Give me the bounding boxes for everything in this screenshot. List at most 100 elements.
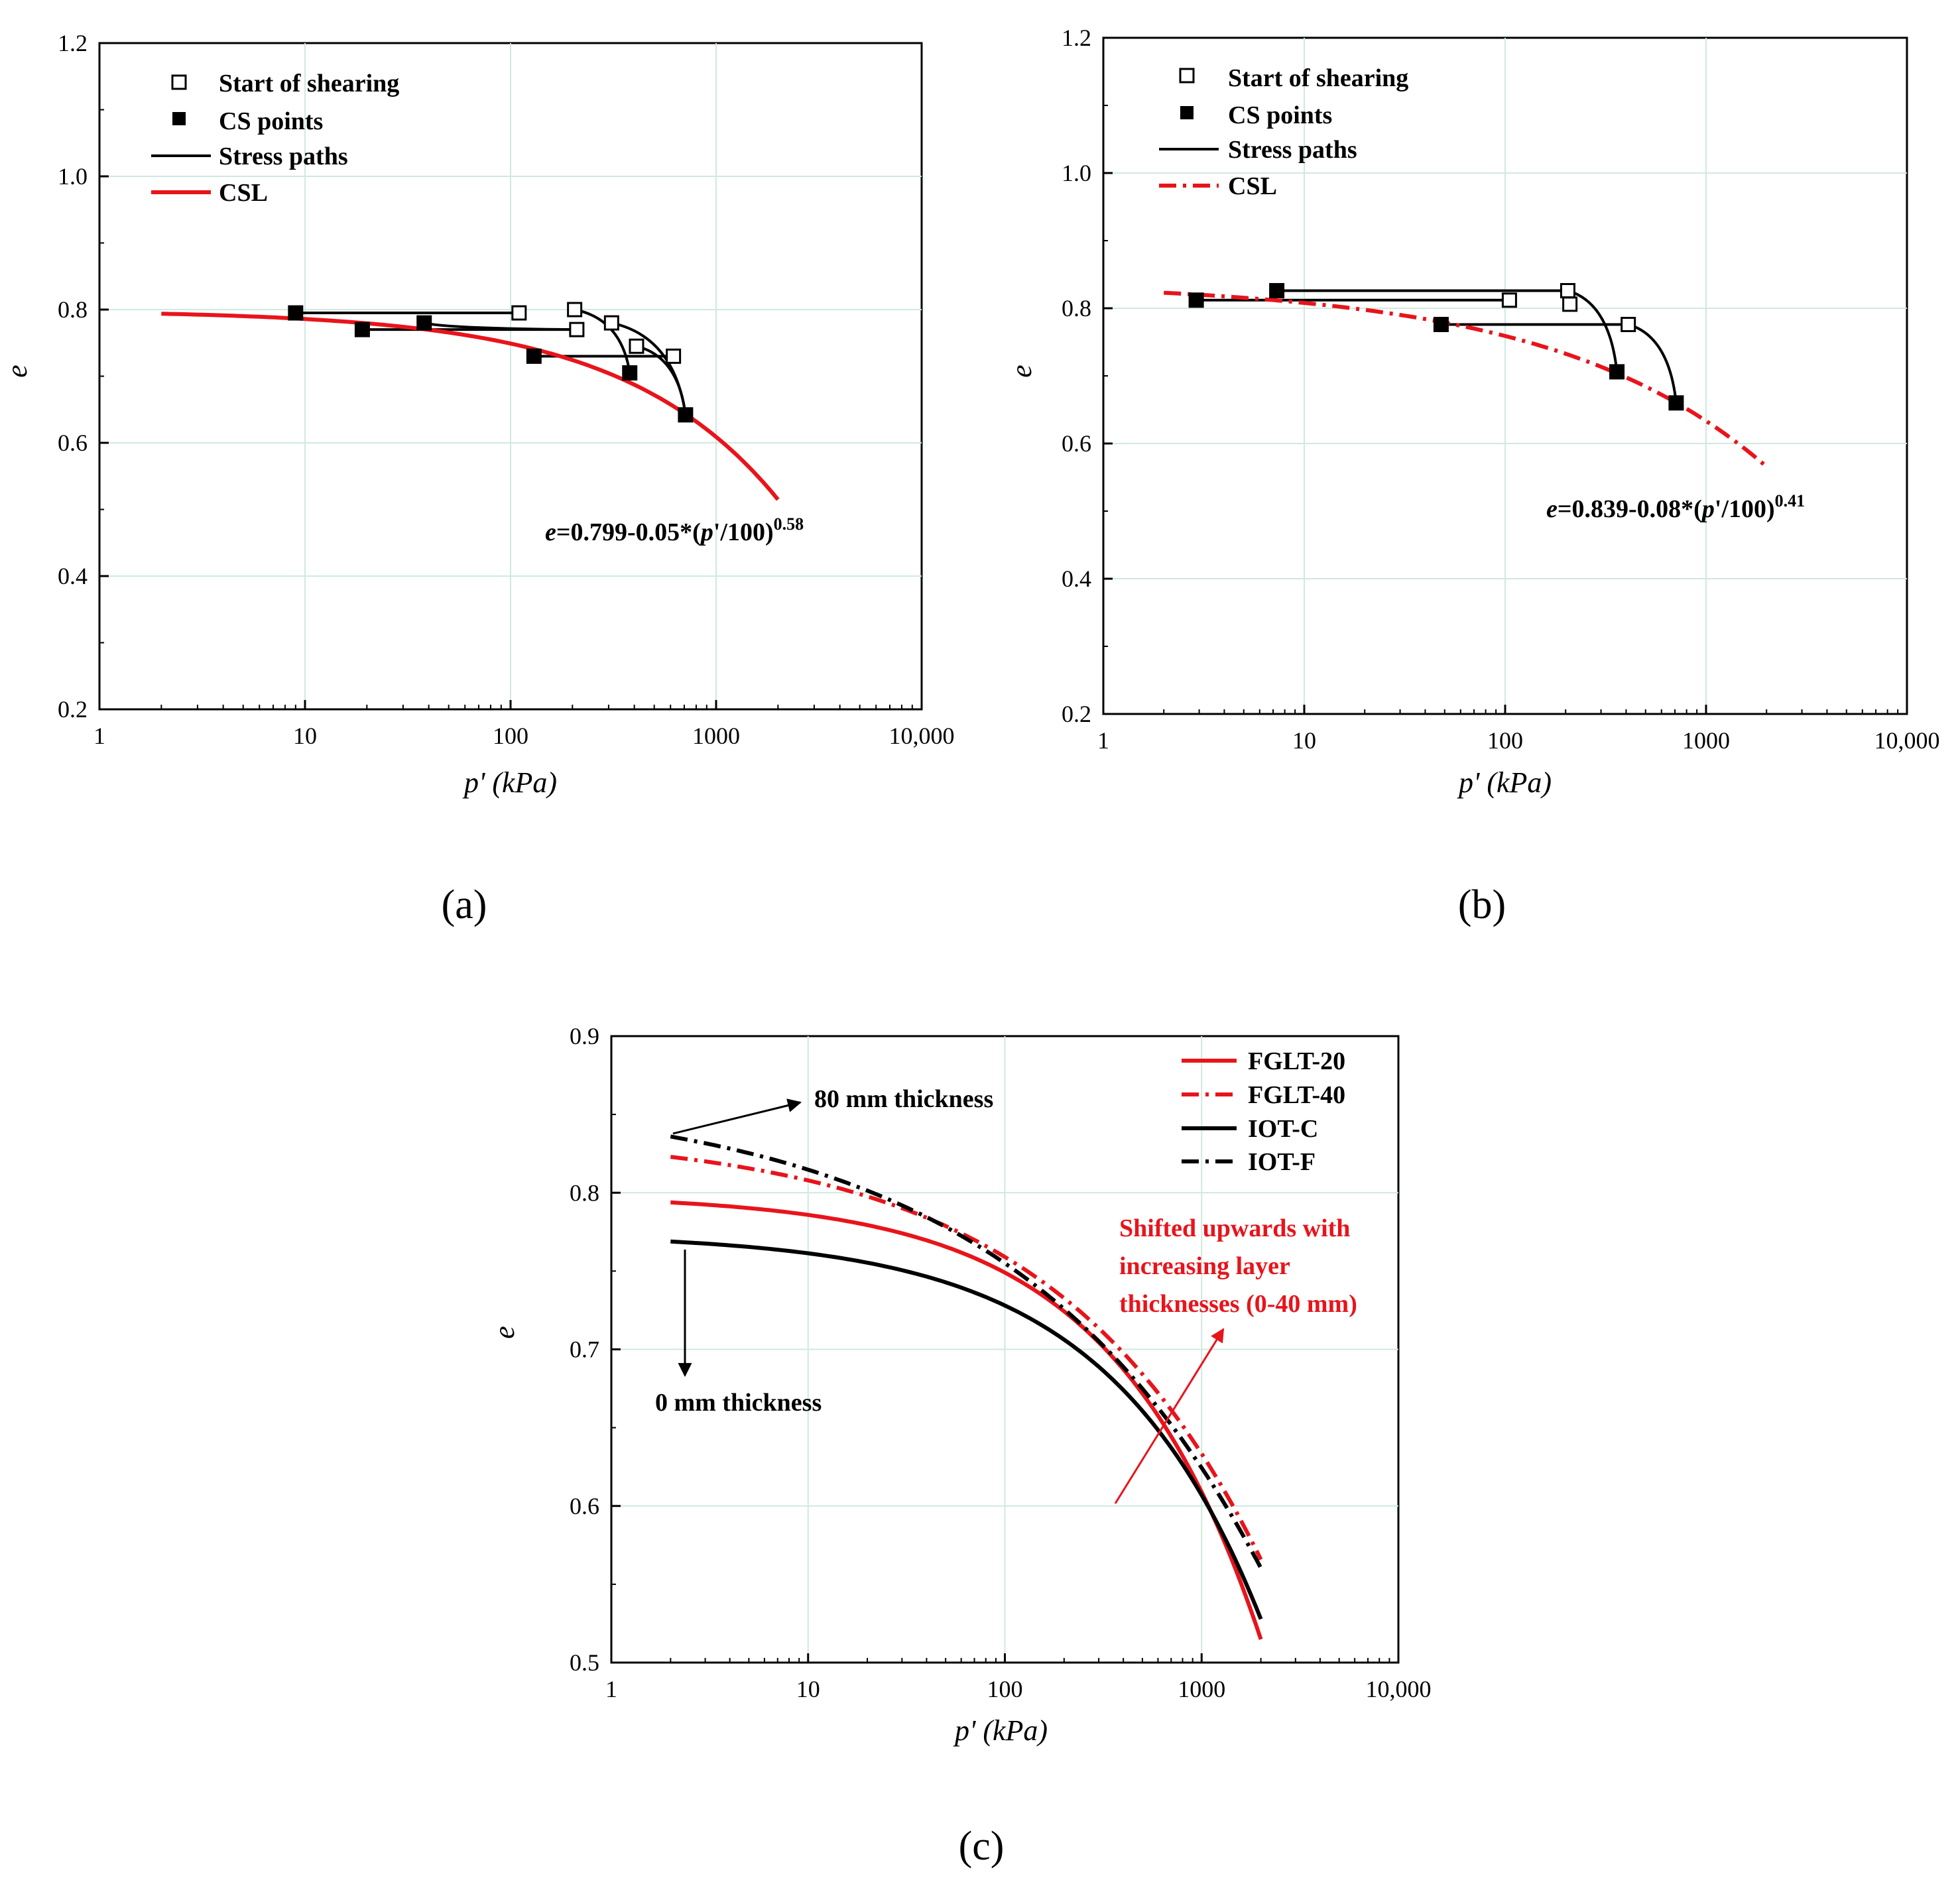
cs-point	[622, 365, 638, 381]
cs-point	[1269, 282, 1285, 298]
x-tick-label: 10	[796, 1676, 820, 1702]
series-b	[1164, 282, 1768, 469]
legend-label-iot-f: IOT-F	[1248, 1148, 1316, 1176]
legend-label-cs-points: CS points	[1228, 101, 1332, 129]
cs-point	[678, 407, 694, 423]
grid-b	[1103, 38, 1907, 714]
cs-point	[1188, 292, 1204, 308]
y-tick-label: 1.2	[58, 30, 88, 56]
x-tick-label: 1000	[1178, 1676, 1225, 1702]
start-of-shearing-point	[1621, 316, 1636, 332]
legend-label-csl: CSL	[1228, 172, 1277, 200]
legend-marker-filled-square	[172, 112, 186, 125]
annotation-80mm-thickness: 80 mm thickness	[814, 1085, 993, 1113]
y-tick-label: 0.7	[570, 1336, 599, 1363]
series-c	[670, 1134, 1263, 1640]
ticks-c: 1 10 100 1000 10,000 0.5 0.6 0.7 0.8 0.9	[570, 1023, 1432, 1702]
x-tick-label: 1000	[692, 723, 740, 749]
stress-path	[636, 345, 687, 416]
y-tick-label: 0.8	[570, 1179, 599, 1206]
x-tick-label: 10,000	[1874, 727, 1940, 754]
start-of-shearing-point	[511, 305, 527, 321]
start-of-shearing-point	[567, 302, 583, 318]
x-tick-label: 100	[493, 723, 528, 749]
csl-curve	[161, 312, 780, 501]
x-tick-label: 10	[293, 723, 317, 749]
y-tick-label: 0.9	[570, 1023, 599, 1049]
y-tick-label: 1.0	[1062, 160, 1091, 186]
stress-path	[1567, 289, 1619, 373]
y-tick-label: 0.6	[1062, 430, 1091, 457]
ticks-a: 1 10 100 1000 10,000 0.2 0.4 0.6 0.8 1.0 1.2	[58, 30, 955, 749]
panel-a: 1 10 100 1000 10,000 0.2 0.4 0.6 0.8 1.0 1.2 p' (k…	[1, 30, 955, 927]
start-of-shearing-point	[1562, 296, 1578, 312]
y-axis-label-b: e	[1005, 365, 1038, 378]
legend-b: Start of shearing CS points Stress paths…	[1159, 64, 1408, 200]
y-tick-label: 0.2	[1062, 701, 1091, 727]
cs-point	[1433, 316, 1449, 332]
cs-point	[1668, 395, 1684, 411]
panel-label-a: (a)	[442, 882, 487, 927]
y-tick-label: 0.6	[58, 430, 88, 456]
legend-label-fglt-20: FGLT-20	[1248, 1047, 1345, 1075]
x-tick-label: 1	[93, 723, 105, 749]
equation-b: e=0.839-0.08*(p'/100)0.41	[1546, 491, 1805, 523]
legend-a: Start of shearing CS points Stress paths…	[151, 70, 399, 207]
curve-iot-c	[670, 1239, 1263, 1620]
legend-label-start-of-shearing: Start of shearing	[1228, 64, 1408, 92]
panel-b: 1 10 100 1000 10,000 0.2 0.4 0.6 0.8 1.0 1.2 p' (k…	[1005, 25, 1940, 927]
panel-label-c: (c)	[959, 1824, 1005, 1869]
y-tick-label: 0.2	[58, 696, 88, 723]
start-of-shearing-point	[569, 322, 585, 337]
start-of-shearing-point	[1501, 292, 1517, 308]
legend-label-stress-paths: Stress paths	[219, 143, 348, 170]
cs-point	[526, 348, 542, 364]
x-axis-label-a: p' (kPa)	[462, 766, 557, 799]
y-tick-label: 0.5	[570, 1649, 599, 1676]
x-tick-label: 10,000	[889, 723, 955, 749]
csl-curve	[1164, 290, 1768, 469]
curve-iot-f	[670, 1134, 1263, 1569]
legend-label-fglt-40: FGLT-40	[1248, 1081, 1345, 1109]
arrow-80mm	[672, 1098, 802, 1135]
start-of-shearing-point	[666, 348, 682, 364]
legend-label-cs-points: CS points	[219, 107, 323, 135]
curve-fglt-40	[670, 1155, 1263, 1560]
equation-a: e=0.799-0.05*(p'/100)0.58	[545, 514, 804, 546]
legend-label-csl: CSL	[219, 179, 268, 207]
y-tick-label: 0.4	[1062, 565, 1091, 592]
annotation-shifted-line-2: increasing layer	[1119, 1252, 1290, 1280]
x-tick-label: 1	[1097, 727, 1109, 754]
start-of-shearing-point	[629, 338, 644, 354]
y-axis-label-c: e	[488, 1326, 521, 1339]
legend-marker-filled-square	[1180, 106, 1194, 119]
y-tick-label: 0.8	[1062, 295, 1091, 322]
curve-fglt-20	[670, 1200, 1263, 1640]
y-tick-label: 0.8	[58, 296, 88, 323]
annotation-shifted-line-3: thicknesses (0-40 mm)	[1119, 1290, 1357, 1318]
x-tick-label: 100	[987, 1676, 1023, 1702]
annotation-0mm-thickness: 0 mm thickness	[655, 1389, 822, 1417]
arrow-shifted-upwards	[1114, 1328, 1225, 1504]
ticks-b: 1 10 100 1000 10,000 0.2 0.4 0.6 0.8 1.0 1.2	[1062, 25, 1940, 754]
start-of-shearing-point	[603, 315, 619, 331]
y-axis-label-a: e	[1, 365, 33, 378]
cs-point	[1609, 364, 1625, 380]
x-axis-label-b: p' (kPa)	[1457, 766, 1552, 799]
y-tick-label: 1.0	[58, 163, 88, 190]
legend-marker-open-square	[171, 74, 187, 90]
x-axis-label-c: p' (kPa)	[953, 1714, 1048, 1747]
y-tick-label: 1.2	[1062, 25, 1091, 51]
annotation-shifted-line-1: Shifted upwards with	[1119, 1214, 1350, 1242]
x-tick-label: 100	[1487, 727, 1523, 754]
x-tick-label: 10,000	[1366, 1676, 1432, 1702]
panel-c: 1 10 100 1000 10,000 0.5 0.6 0.7 0.8 0.9 p' (kPa)…	[488, 1023, 1432, 1869]
series-a	[161, 302, 780, 501]
x-tick-label: 1	[605, 1676, 617, 1702]
stress-path	[1628, 323, 1678, 404]
x-tick-label: 10	[1292, 727, 1316, 754]
y-tick-label: 0.4	[58, 563, 88, 589]
legend-marker-open-square	[1179, 68, 1195, 84]
legend-c: FGLT-20 FGLT-40 IOT-C IOT-F	[1182, 1047, 1345, 1176]
